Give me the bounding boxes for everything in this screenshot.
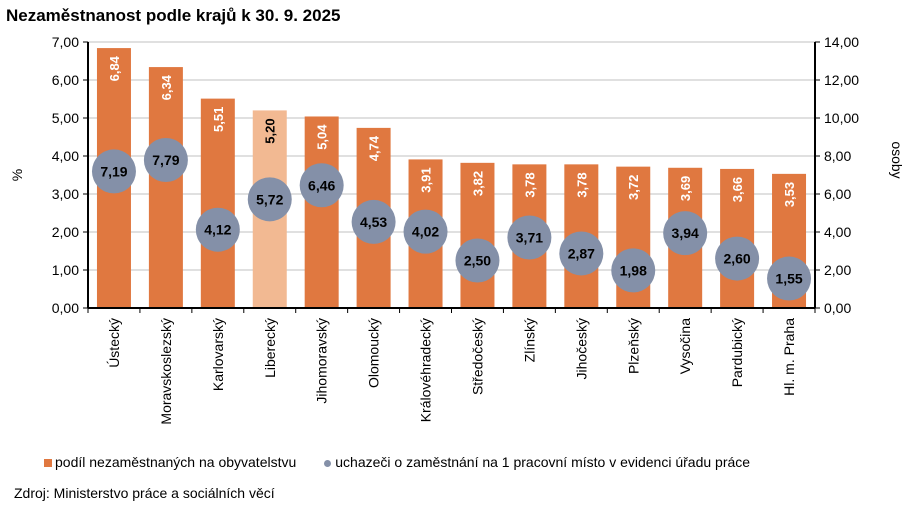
legend-item-dot: uchazeči o zaměstnání na 1 pracovní míst… [324,454,750,470]
bar-label: 3,53 [782,182,797,207]
y2-tick-label: 0,00 [824,300,851,316]
x-tick-label: Ústecký [106,318,122,368]
legend-item-bar: podíl nezaměstnaných na obyvatelstvu [44,454,296,470]
x-tick-label: Zlínský [521,318,537,362]
point-label: 4,53 [360,214,387,230]
y2-tick-label: 14,00 [824,34,859,50]
bar-label: 3,66 [730,177,745,202]
y2-tick-label: 8,00 [824,148,851,164]
point-label: 2,60 [723,251,750,267]
bar-label: 5,20 [263,118,278,143]
point-label: 7,79 [152,152,179,168]
y2-axis-label: osoby [889,141,905,178]
y-tick-label: 6,00 [52,72,79,88]
data-point [715,236,760,281]
point-label: 7,19 [100,163,127,179]
bar-label: 3,72 [626,175,641,200]
y-tick-label: 3,00 [52,186,79,202]
source-note: Zdroj: Ministerstvo práce a sociálních v… [14,485,275,501]
data-point [611,248,656,293]
x-tick-label: Olomoucký [366,318,382,388]
bar-label: 3,78 [574,172,589,197]
point-label: 5,72 [256,191,283,207]
bar-label: 3,82 [470,171,485,196]
bar-label: 3,91 [419,167,434,192]
bar [200,98,235,309]
y2-tick-label: 2,00 [824,262,851,278]
y-tick-label: 1,00 [52,262,79,278]
y-tick-label: 7,00 [52,34,79,50]
legend-swatch-bar [44,459,52,468]
legend-label: podíl nezaměstnaných na obyvatelstvu [55,454,297,470]
y-axis-label: % [9,169,25,181]
data-point [143,137,188,182]
bar [304,116,339,308]
x-tick-label: Moravskoslezský [158,318,174,425]
data-point [247,177,292,222]
legend-label: uchazeči o zaměstnání na 1 pracovní míst… [335,454,751,470]
x-tick-label: Plzeňský [625,318,641,374]
bar [460,162,495,308]
y-tick-label: 5,00 [52,110,79,126]
point-label: 1,55 [775,271,802,287]
point-label: 3,71 [516,230,543,246]
legend: podíl nezaměstnaných na obyvatelstvu uch… [44,454,750,470]
y-tick-label: 2,00 [52,224,79,240]
bar-label: 3,69 [678,176,693,201]
x-tick-label: Vysočina [677,318,693,375]
point-label: 2,87 [568,245,595,261]
x-tick-label: Pardubický [729,318,745,387]
point-label: 2,50 [464,253,491,269]
bar-label: 3,78 [522,172,537,197]
x-tick-label: Středočeský [469,318,485,395]
y2-tick-label: 6,00 [824,186,851,202]
x-tick-label: Královéhradecký [418,318,434,422]
x-tick-label: Hl. m. Praha [781,318,797,396]
data-point [351,199,396,244]
x-tick-label: Liberecký [262,318,278,378]
y2-tick-label: 12,00 [824,72,859,88]
legend-swatch-dot [324,459,332,467]
bar [148,67,183,308]
bar-label: 5,51 [211,107,226,132]
data-point [403,209,448,254]
y-tick-label: 4,00 [52,148,79,164]
y2-tick-label: 4,00 [824,224,851,240]
point-label: 1,98 [620,262,647,278]
x-tick-label: Karlovarský [210,318,226,391]
bar-label: 4,74 [367,135,382,161]
data-point [767,256,812,301]
x-tick-label: Jihočeský [573,318,589,379]
data-point [455,238,500,283]
bar-label: 6,34 [159,74,174,100]
point-label: 6,46 [308,177,335,193]
data-point [195,207,240,252]
point-label: 4,12 [204,222,231,238]
data-point [91,149,136,194]
point-label: 3,94 [672,225,699,241]
y-tick-label: 0,00 [52,300,79,316]
data-point [663,211,708,256]
y2-tick-label: 10,00 [824,110,859,126]
data-point [559,231,604,276]
point-label: 4,02 [412,224,439,240]
data-point [507,215,552,260]
bar-label: 6,84 [107,55,122,81]
x-tick-label: Jihomoravský [314,318,330,404]
data-point [299,163,344,208]
bar-label: 5,04 [315,124,330,150]
chart-title: Nezaměstnanost podle krajů k 30. 9. 2025 [6,6,341,25]
